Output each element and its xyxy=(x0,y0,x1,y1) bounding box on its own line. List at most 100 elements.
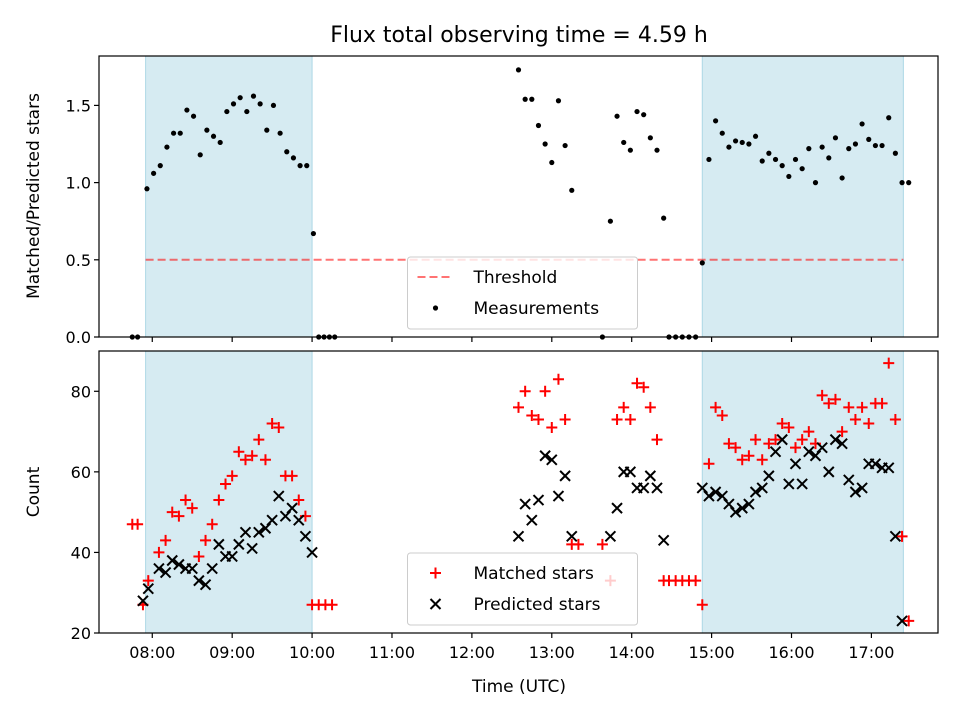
measurement-point xyxy=(832,135,839,141)
shaded-interval xyxy=(145,350,313,634)
matched-star-marker xyxy=(651,434,663,446)
matched-star-marker xyxy=(863,418,875,430)
matched-star-marker xyxy=(173,510,185,522)
top-legend-box xyxy=(407,256,638,330)
measurement-point xyxy=(210,133,217,139)
x-tick-label: 16:00 xyxy=(768,643,814,662)
measurement-point xyxy=(706,156,712,163)
predicted-star-marker xyxy=(869,458,882,470)
measurement-point xyxy=(224,108,230,115)
x-axis-label: Time (UTC) xyxy=(471,677,566,697)
measurement-point xyxy=(752,133,759,139)
measurement-point xyxy=(661,215,667,221)
predicted-star-marker xyxy=(532,494,545,506)
measurement-point xyxy=(310,230,317,237)
matched-star-marker xyxy=(286,470,298,482)
measurement-point xyxy=(886,115,892,121)
measurement-point xyxy=(647,135,653,141)
matched-star-marker xyxy=(293,494,305,506)
measurement-point xyxy=(654,147,660,153)
matched-star-marker xyxy=(526,409,538,421)
matched-star-marker xyxy=(716,409,728,421)
measurement-point xyxy=(641,112,647,118)
predicted-star-marker xyxy=(286,502,298,514)
measurement-point xyxy=(304,163,310,169)
measurement-point xyxy=(766,150,772,156)
matched-star-marker xyxy=(326,599,338,611)
predicted-star-marker xyxy=(213,538,225,551)
matched-star-marker xyxy=(193,550,205,562)
matched-star-marker xyxy=(513,401,524,413)
measurement-point xyxy=(746,141,752,147)
predicted-star-marker xyxy=(703,490,715,502)
predicted-star-marker xyxy=(559,470,571,482)
matched-star-marker xyxy=(783,422,795,434)
measurement-point xyxy=(164,144,170,150)
predicted-star-marker xyxy=(896,615,908,627)
measurement-point xyxy=(562,142,568,149)
chart-title: Flux total observing time = 4.59 h xyxy=(330,23,708,48)
measurement-point xyxy=(819,144,825,150)
predicted-star-marker xyxy=(153,562,165,575)
matched-star-marker xyxy=(823,397,835,409)
measurement-point xyxy=(197,152,203,158)
matched-star-marker xyxy=(142,575,154,587)
predicted-star-marker xyxy=(856,482,868,494)
measurement-point xyxy=(759,158,765,164)
matched-star-marker xyxy=(723,438,735,450)
x-tick-label: 14:00 xyxy=(609,643,655,662)
x-tick-label: 10:00 xyxy=(289,643,335,662)
predicted-star-marker xyxy=(889,530,902,543)
x-tick-label: 17:00 xyxy=(848,643,894,662)
predicted-star-marker xyxy=(849,486,862,498)
measurement-point xyxy=(144,186,150,192)
measurement-point xyxy=(699,260,705,266)
predicted-star-marker xyxy=(166,554,178,567)
matched-star-marker xyxy=(166,506,178,518)
measurement-point xyxy=(627,147,633,153)
x-tick-label: 12:00 xyxy=(449,643,495,662)
matched-star-marker xyxy=(572,538,584,550)
measurement-point xyxy=(846,146,852,152)
predicted-star-marker xyxy=(159,566,172,579)
matched-star-marker xyxy=(803,426,815,438)
predicted-star-marker xyxy=(186,562,198,575)
matched-star-marker xyxy=(843,401,855,413)
measurement-point xyxy=(190,113,197,119)
measurement-point xyxy=(204,127,210,133)
matched-star-marker xyxy=(856,401,868,413)
matched-star-marker xyxy=(736,454,748,466)
measurement-point xyxy=(799,166,805,172)
predicted-star-marker xyxy=(142,582,154,595)
matched-star-marker xyxy=(624,413,636,425)
matched-star-marker xyxy=(233,446,245,458)
measurement-point xyxy=(792,156,799,163)
measurement-point xyxy=(839,175,845,181)
x-tick-label: 15:00 xyxy=(689,643,735,662)
measurement-point xyxy=(892,150,898,156)
predicted-star-marker xyxy=(233,538,245,551)
matched-star-marker xyxy=(160,534,172,546)
predicted-star-marker xyxy=(776,433,788,446)
predicted-star-marker xyxy=(789,458,802,470)
measurement-point xyxy=(569,187,575,193)
matched-star-marker xyxy=(532,413,544,425)
predicted-star-marker xyxy=(729,506,742,518)
matched-star-marker xyxy=(519,385,531,397)
measurement-point xyxy=(786,173,792,180)
matched-star-marker xyxy=(703,458,715,470)
measurement-point xyxy=(217,139,223,146)
measurement-point xyxy=(712,118,719,124)
measurement-point xyxy=(719,130,725,136)
legend-label: Threshold xyxy=(473,268,558,288)
predicted-star-marker xyxy=(546,454,558,466)
top-panel: 0.0 0.5 1.0 1.5 Threshold Measurements xyxy=(66,55,939,347)
measurement-point xyxy=(230,101,237,107)
measurement-point xyxy=(270,102,277,109)
predicted-star-marker xyxy=(226,550,238,563)
y-tick-label: 20 xyxy=(71,624,91,643)
predicted-star-marker xyxy=(736,502,748,514)
matched-star-marker xyxy=(253,434,265,446)
matched-star-marker xyxy=(220,478,232,490)
predicted-star-marker xyxy=(253,526,265,538)
